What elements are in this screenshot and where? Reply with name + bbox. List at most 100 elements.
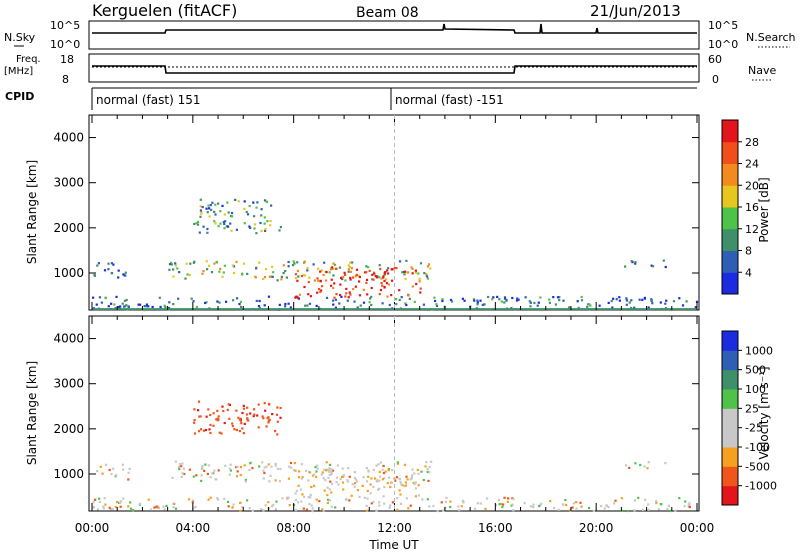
heatmap-cell — [306, 304, 309, 307]
heatmap-cell — [332, 303, 335, 306]
heatmap-cell — [93, 498, 97, 501]
colorbar-segment — [722, 408, 738, 429]
heatmap-cell — [375, 464, 378, 467]
heatmap-cell — [127, 305, 130, 308]
heatmap-cell — [369, 492, 372, 495]
heatmap-cell — [349, 270, 353, 273]
heatmap-cell — [685, 300, 688, 303]
heatmap-cell — [204, 463, 207, 466]
heatmap-cell — [627, 509, 630, 513]
colorbar-segment — [722, 427, 738, 448]
heatmap-cell — [208, 428, 211, 431]
heatmap-cell — [378, 475, 382, 478]
heatmap-cell — [243, 222, 246, 225]
heatmap-cell — [372, 468, 375, 471]
colorbar-segment — [722, 466, 738, 487]
colorbar-tick-label: 8 — [745, 245, 752, 258]
heatmap-cell — [351, 261, 354, 264]
heatmap-cell — [253, 223, 257, 226]
heatmap-cell — [349, 278, 352, 281]
heatmap-cell — [204, 301, 207, 305]
heatmap-cell — [294, 508, 297, 512]
heatmap-cell — [415, 282, 418, 286]
nsky-tick-top: 10^5 — [50, 19, 80, 32]
heatmap-cell — [296, 269, 299, 272]
heatmap-cell — [348, 499, 351, 502]
heatmap-cell — [305, 508, 308, 511]
station-title: Kerguelen (fitACF) — [92, 1, 237, 20]
heatmap-cell — [330, 268, 333, 271]
heatmap-cell — [351, 483, 354, 486]
heatmap-cell — [228, 403, 231, 406]
heatmap-cell — [414, 487, 418, 490]
heatmap-cell — [117, 269, 120, 272]
heatmap-cell — [400, 483, 403, 486]
velocity-colorbar: -1000 -500 -100 -25 25 100 500 1000 — [721, 330, 777, 506]
heatmap-cell — [332, 274, 335, 277]
heatmap-cell — [425, 275, 429, 278]
heatmap-cell — [103, 497, 106, 500]
heatmap-cell — [287, 477, 290, 480]
colorbar-segment — [722, 185, 738, 208]
heatmap-cell — [378, 470, 381, 473]
heatmap-cell — [411, 474, 414, 477]
heatmap-cell — [257, 426, 260, 429]
heatmap-cell — [386, 269, 389, 272]
heatmap-cell — [633, 306, 636, 309]
heatmap-cell — [176, 267, 179, 270]
heatmap-cell — [296, 296, 299, 299]
heatmap-cell — [119, 501, 122, 504]
heatmap-cell — [371, 278, 374, 281]
heatmap-cell — [297, 484, 300, 487]
heatmap-cell — [287, 496, 290, 499]
heatmap-cell — [262, 417, 265, 420]
x-tick-label: 04:00 — [176, 521, 211, 535]
colorbar-tick-label: 25 — [745, 402, 759, 415]
heatmap-cell — [215, 418, 218, 421]
heatmap-cell — [238, 418, 241, 421]
heatmap-cell — [378, 293, 381, 296]
heatmap-cell — [223, 497, 226, 500]
heatmap-cell — [340, 276, 343, 280]
heatmap-cell — [664, 265, 667, 269]
heatmap-cell — [614, 499, 617, 502]
heatmap-cell — [231, 422, 234, 425]
heatmap-cell — [358, 495, 361, 498]
heatmap-cell — [262, 509, 265, 512]
heatmap-cell — [199, 428, 203, 431]
heatmap-cell — [441, 298, 444, 301]
heatmap-cell — [262, 469, 265, 472]
heatmap-cell — [361, 484, 364, 487]
heatmap-cell — [293, 462, 296, 465]
heatmap-cell — [330, 284, 333, 287]
heatmap-cell — [355, 273, 358, 276]
heatmap-cell — [669, 509, 672, 513]
colorbar-segment — [722, 447, 738, 467]
heatmap-cell — [217, 202, 220, 205]
heatmap-cell — [324, 279, 328, 282]
heatmap-cell — [269, 219, 272, 223]
heatmap-cell — [268, 275, 271, 278]
heatmap-cell — [334, 298, 337, 301]
heatmap-cell — [662, 259, 665, 262]
heatmap-cell — [107, 262, 110, 265]
heatmap-cell — [303, 495, 306, 498]
heatmap-cell — [612, 297, 615, 300]
heatmap-cell — [238, 303, 241, 306]
heatmap-cell — [316, 467, 319, 470]
heatmap-cell — [224, 464, 227, 467]
heatmap-cell — [307, 479, 310, 482]
heatmap-cell — [387, 267, 390, 270]
heatmap-cell — [646, 467, 649, 470]
heatmap-cell — [100, 301, 103, 304]
heatmap-cell — [695, 300, 699, 303]
heatmap-cell — [391, 501, 394, 504]
heatmap-cell — [336, 464, 340, 467]
heatmap-cell — [588, 506, 591, 510]
heatmap-cell — [206, 472, 209, 476]
heatmap-cell — [568, 306, 571, 309]
heatmap-cell — [500, 502, 503, 506]
heatmap-cell — [320, 473, 323, 476]
heatmap-cell — [401, 484, 404, 487]
heatmap-cell — [296, 501, 300, 504]
